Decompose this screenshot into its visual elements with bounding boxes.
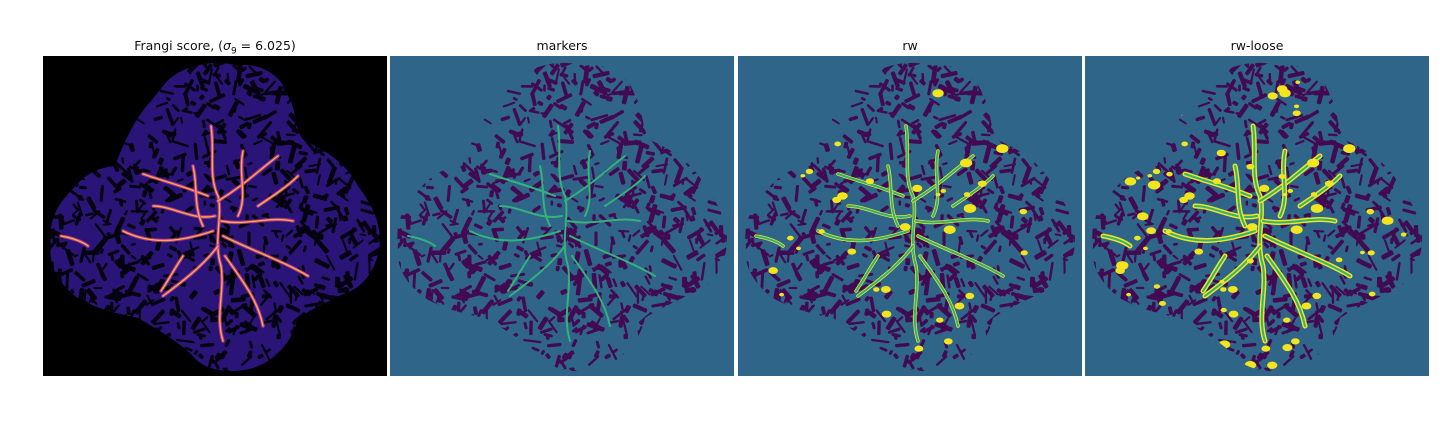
panel-title-rw: rw: [902, 38, 918, 53]
vessel-layer: [407, 125, 656, 342]
image-panel-frangi: [43, 56, 387, 376]
frangi-title-suffix: = 6.025): [236, 38, 296, 53]
rw-image: [738, 56, 1082, 376]
panel-title-frangi: Frangi score, (σ9 = 6.025): [43, 38, 387, 57]
frangi-title-sigma: σ: [223, 38, 231, 53]
panel-title-rw-loose: rw-loose: [1230, 38, 1284, 53]
image-panel-rw-loose: [1085, 56, 1429, 376]
rw-loose-image: [1085, 56, 1429, 376]
panel-title-markers: markers: [536, 38, 588, 53]
markers-image: [390, 56, 734, 376]
vessel-layer: [59, 124, 310, 343]
frangi-title-subscript: 9: [230, 46, 237, 57]
frangi-image: [43, 56, 387, 376]
image-panel-markers: [390, 56, 734, 376]
frangi-title-prefix: Frangi score, (: [134, 38, 224, 53]
image-panel-rw: [738, 56, 1082, 376]
